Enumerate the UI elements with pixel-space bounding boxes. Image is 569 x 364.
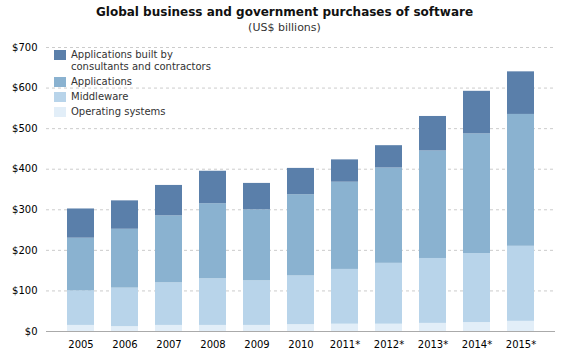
svg-text:$400: $400 xyxy=(12,163,37,174)
svg-text:2006: 2006 xyxy=(112,339,137,350)
html-text:Applications built by consulta: Applications built by consultants and co… xyxy=(71,49,211,72)
svg-text:2013*: 2013* xyxy=(418,339,448,350)
html-text:Middleware: Middleware xyxy=(71,91,129,102)
svg-text:$600: $600 xyxy=(12,82,37,93)
svg-text:2014*: 2014* xyxy=(462,339,492,350)
svg-text:2007: 2007 xyxy=(156,339,181,350)
svg-text:$0: $0 xyxy=(25,326,38,337)
svg-text:2008: 2008 xyxy=(200,339,225,350)
svg-text:2012*: 2012* xyxy=(374,339,404,350)
svg-text:$200: $200 xyxy=(12,245,37,256)
svg-text:$100: $100 xyxy=(12,285,37,296)
html-text:(US$ billions): (US$ billions) xyxy=(248,21,321,34)
svg-text:2009: 2009 xyxy=(244,339,269,350)
svg-text:2005: 2005 xyxy=(68,339,93,350)
html-text:Global business and government: Global business and government purchases… xyxy=(95,5,474,19)
svg-text:2015*: 2015* xyxy=(506,339,536,350)
svg-text:$700: $700 xyxy=(12,42,37,53)
svg-text:$300: $300 xyxy=(12,204,37,215)
svg-text:2010: 2010 xyxy=(288,339,313,350)
svg-text:$500: $500 xyxy=(12,123,37,134)
svg-text:2011*: 2011* xyxy=(330,339,360,350)
html-text:Operating systems: Operating systems xyxy=(71,106,166,117)
html-text:Applications: Applications xyxy=(71,76,133,87)
